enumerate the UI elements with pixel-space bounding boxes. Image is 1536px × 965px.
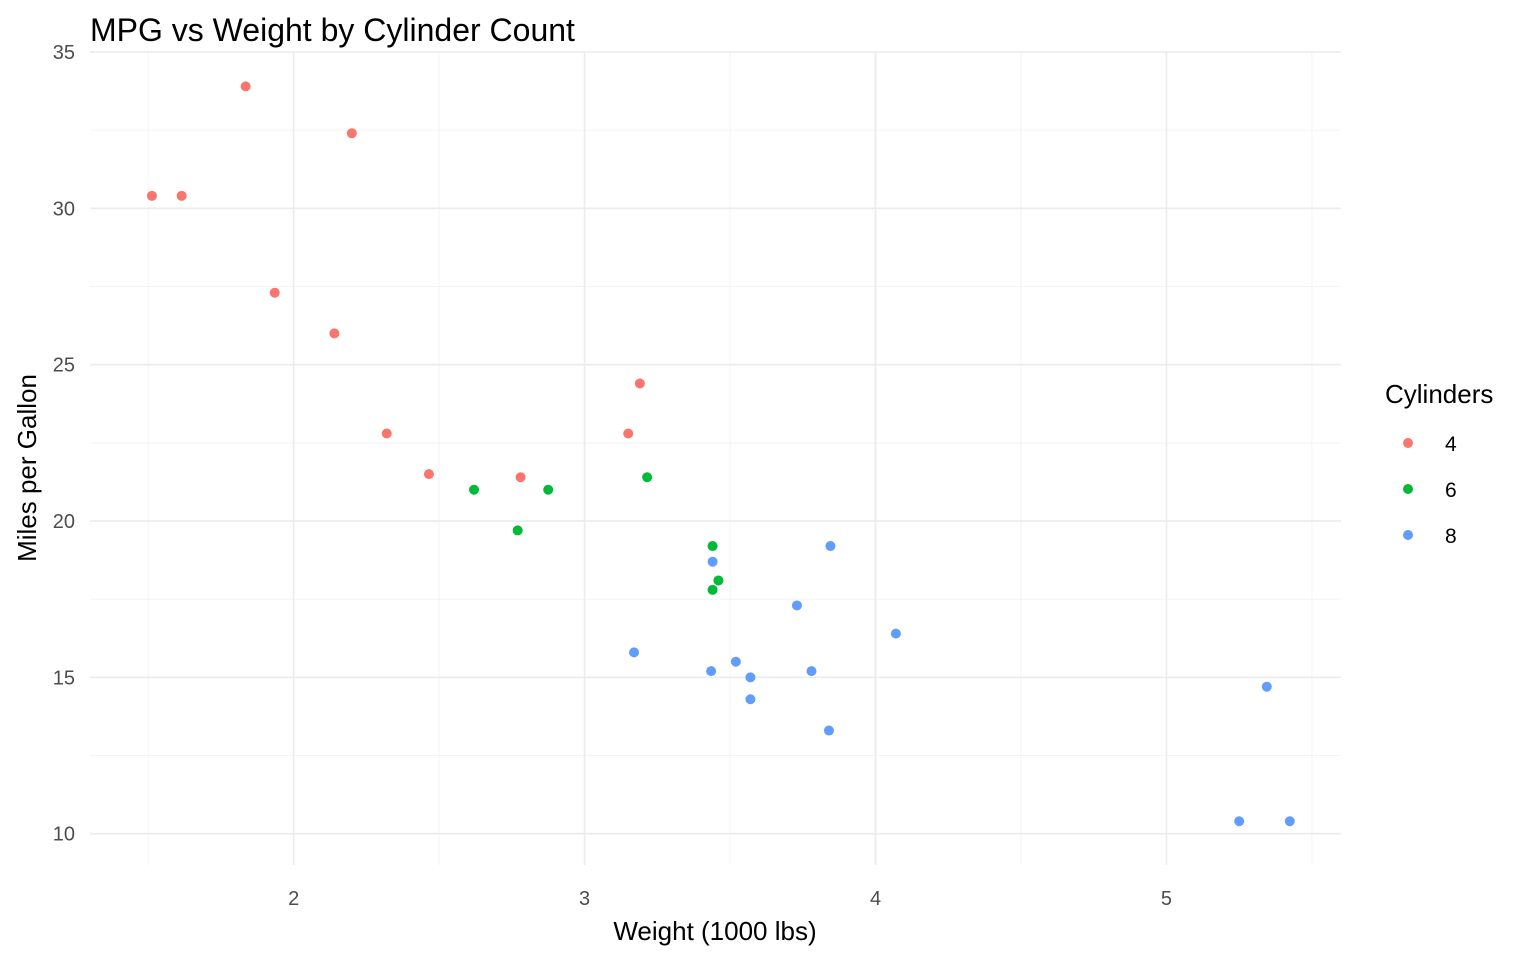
- legend-key-6: [1403, 484, 1413, 494]
- data-point-cyl-4: [329, 328, 340, 339]
- data-point-cyl-4: [381, 428, 392, 439]
- y-tick-label: 35: [53, 42, 75, 64]
- data-point-cyl-6: [707, 584, 718, 595]
- data-point-cyl-4: [623, 428, 634, 439]
- y-tick-label: 20: [53, 511, 75, 533]
- data-points: [146, 81, 1295, 827]
- legend-key-4: [1403, 438, 1413, 448]
- y-tick-label: 25: [53, 355, 75, 377]
- data-point-cyl-4: [515, 472, 526, 483]
- data-point-cyl-8: [745, 672, 756, 683]
- data-point-cyl-6: [642, 472, 653, 483]
- x-tick-label: 2: [288, 888, 299, 910]
- legend-label-6: 6: [1445, 479, 1457, 502]
- data-point-cyl-8: [1284, 816, 1295, 827]
- legend-label-4: 4: [1445, 433, 1457, 456]
- data-point-cyl-8: [823, 725, 834, 736]
- data-point-cyl-4: [634, 378, 645, 389]
- data-point-cyl-6: [512, 525, 523, 536]
- data-point-cyl-8: [730, 656, 741, 667]
- tick-labels: 2 3 4 5 10 15 20 25 30 35: [53, 42, 1172, 910]
- data-point-cyl-8: [707, 556, 718, 567]
- legend-key-8: [1403, 530, 1413, 540]
- data-point-cyl-8: [1261, 681, 1272, 692]
- data-point-cyl-8: [791, 600, 802, 611]
- data-point-cyl-8: [629, 647, 640, 658]
- data-point-cyl-4: [176, 190, 187, 201]
- data-point-cyl-4: [240, 81, 251, 92]
- data-point-cyl-6: [469, 484, 480, 495]
- minor-gridlines: [90, 52, 1341, 865]
- y-axis-title: Miles per Gallon: [12, 374, 42, 562]
- data-point-cyl-8: [706, 666, 717, 677]
- data-point-cyl-6: [707, 541, 718, 552]
- data-point-cyl-4: [346, 128, 357, 139]
- x-tick-label: 4: [870, 888, 881, 910]
- legend-title: Cylinders: [1385, 379, 1493, 409]
- y-tick-label: 15: [53, 667, 75, 689]
- data-point-cyl-4: [269, 287, 280, 298]
- major-gridlines: [90, 51, 1341, 865]
- legend-label-8: 8: [1445, 525, 1457, 548]
- y-tick-label: 30: [53, 198, 75, 220]
- data-point-cyl-4: [423, 469, 434, 480]
- data-point-cyl-8: [825, 541, 836, 552]
- data-point-cyl-8: [806, 666, 817, 677]
- data-point-cyl-8: [1234, 816, 1245, 827]
- x-tick-label: 5: [1161, 888, 1172, 910]
- data-point-cyl-6: [713, 575, 724, 586]
- data-point-cyl-8: [745, 694, 756, 705]
- data-point-cyl-8: [890, 628, 901, 639]
- legend-items: 4 6 8: [1403, 433, 1457, 548]
- y-tick-label: 10: [53, 824, 75, 846]
- x-tick-label: 3: [579, 888, 590, 910]
- chart-title: MPG vs Weight by Cylinder Count: [90, 12, 575, 48]
- x-axis-title: Weight (1000 lbs): [613, 916, 816, 946]
- data-point-cyl-4: [146, 190, 157, 201]
- legend: Cylinders 4 6 8: [1385, 379, 1493, 548]
- data-point-cyl-6: [543, 484, 554, 495]
